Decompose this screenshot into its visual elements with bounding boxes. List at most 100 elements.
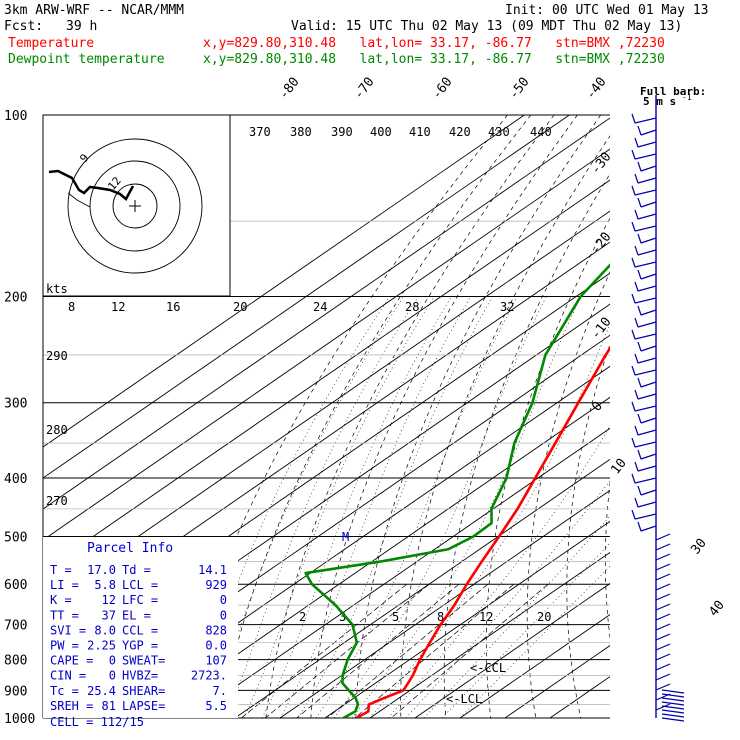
temperature-location: x,y=829.80,310.48 lat,lon= 33.17, -86.77… bbox=[203, 36, 665, 51]
parcel-info: Parcel Info T = 17.0 Td = 14.1 LI = 5.8 LCL = 92… bbox=[43, 537, 238, 729]
wind-barb bbox=[637, 449, 642, 460]
pressure-label: 900 bbox=[4, 684, 27, 699]
dry-adiabat-line bbox=[604, 480, 610, 641]
wind-barb bbox=[655, 653, 671, 661]
wind-barb bbox=[631, 185, 636, 196]
theta-label: 410 bbox=[409, 125, 431, 139]
parcel-key: LFC = bbox=[122, 593, 158, 607]
hodograph-trace bbox=[67, 192, 91, 208]
wind-barb bbox=[637, 429, 657, 436]
wind-barb bbox=[661, 693, 685, 698]
isotherm-label: -70 bbox=[351, 75, 377, 103]
wind-barb bbox=[655, 603, 671, 611]
moist-adiabat-line bbox=[315, 296, 518, 718]
wind-barb bbox=[655, 623, 671, 631]
wind-barb bbox=[655, 533, 671, 541]
dry-adiabat-line bbox=[679, 115, 740, 728]
hodograph-units: kts bbox=[46, 282, 68, 296]
wind-barb bbox=[637, 501, 657, 508]
theta-label: 390 bbox=[331, 125, 353, 139]
isotherm-label: -40 bbox=[583, 75, 609, 103]
wind-barb bbox=[640, 417, 657, 424]
adiabat-label: 280 bbox=[46, 423, 68, 437]
parcel-key: HVBZ= bbox=[122, 669, 158, 683]
wind-barbs bbox=[631, 95, 685, 722]
parcel-value: 25.4 bbox=[87, 684, 116, 698]
wind-barb bbox=[637, 177, 657, 184]
wind-barb bbox=[634, 189, 657, 196]
wind-barb bbox=[637, 341, 642, 352]
wind-barb bbox=[634, 333, 657, 340]
hodograph-trace bbox=[48, 169, 135, 201]
dry-adiabat-line bbox=[310, 115, 578, 718]
parcel-value: 7. bbox=[213, 684, 227, 698]
parcel-value: 0.0 bbox=[205, 639, 227, 653]
wind-barb bbox=[631, 221, 636, 232]
wind-barb bbox=[634, 353, 639, 364]
dry-adiabat-line bbox=[526, 271, 610, 718]
wind-barb bbox=[634, 137, 639, 148]
barb-key-exp: -1 bbox=[682, 93, 692, 102]
mixing-ratio-line bbox=[264, 583, 430, 718]
adiabat-label: 270 bbox=[46, 494, 68, 508]
wind-barb bbox=[655, 613, 671, 621]
parcel-value: 5.5 bbox=[205, 699, 227, 713]
wind-barb bbox=[637, 161, 642, 172]
dewpoint-location: x,y=829.80,310.48 lat,lon= 33.17, -86.77… bbox=[203, 52, 665, 67]
pressure-label: 400 bbox=[4, 472, 27, 487]
parcel-box bbox=[43, 537, 238, 718]
wind-barb bbox=[640, 453, 657, 460]
mixing-ratio-label: 12 bbox=[479, 610, 493, 624]
parcel-value: 0 bbox=[109, 669, 116, 683]
wind-barb bbox=[634, 261, 657, 268]
moist-adiabat-line bbox=[423, 515, 610, 718]
parcel-key: EL = bbox=[122, 608, 151, 622]
wind-barb bbox=[661, 697, 685, 702]
wind-barb bbox=[637, 521, 642, 532]
wind-barb bbox=[634, 425, 639, 436]
wind-barb bbox=[655, 703, 671, 711]
adiabat-label: 290 bbox=[46, 349, 68, 363]
wind-barb bbox=[631, 149, 636, 160]
wind-barb bbox=[637, 357, 657, 364]
lcl-annotation: <-LCL bbox=[446, 692, 482, 706]
pressure-label: 700 bbox=[4, 619, 27, 634]
wind-barb bbox=[661, 717, 685, 722]
theta-label: 440 bbox=[530, 125, 552, 139]
dewpoint-legend: Dewpoint temperature bbox=[8, 52, 165, 67]
parcel-key: LI = bbox=[50, 578, 79, 592]
dry-adiabat-line bbox=[400, 135, 610, 718]
wind-barb bbox=[637, 213, 657, 220]
ring-label: 28 bbox=[405, 300, 419, 314]
mixing-ratio-line bbox=[296, 583, 460, 718]
wind-barb bbox=[655, 673, 671, 681]
forecast-hour: 39 h bbox=[66, 19, 98, 34]
wind-barb bbox=[637, 141, 657, 148]
wind-barb bbox=[634, 117, 657, 124]
wind-barb bbox=[637, 125, 642, 136]
profiles bbox=[304, 263, 610, 718]
isotherm-line bbox=[279, 489, 610, 718]
wind-barb bbox=[634, 209, 639, 220]
parcel-key: CCL = bbox=[122, 623, 158, 637]
moist-adiabat-line bbox=[405, 480, 610, 718]
wind-barb bbox=[631, 401, 636, 412]
parcel-value: 12 bbox=[102, 593, 116, 607]
wind-barb bbox=[661, 705, 685, 710]
pressure-label: 100 bbox=[4, 109, 27, 124]
hodograph-ring bbox=[89, 160, 181, 252]
isotherm-line bbox=[504, 645, 610, 718]
forecast-label: Fcst: bbox=[4, 19, 44, 34]
wind-barb bbox=[637, 269, 642, 280]
isotherm-label: 10 bbox=[608, 456, 629, 478]
wind-barb bbox=[661, 713, 685, 718]
parcel-key: CIN = bbox=[50, 669, 86, 683]
parcel-key: K = bbox=[50, 593, 72, 607]
wind-barb bbox=[661, 701, 685, 706]
parcel-value: 2.25 bbox=[87, 639, 116, 653]
wind-barb bbox=[634, 461, 639, 472]
wind-barb bbox=[640, 165, 657, 172]
barb-key-label: Full barb: bbox=[640, 85, 706, 98]
wind-barb bbox=[637, 377, 642, 388]
